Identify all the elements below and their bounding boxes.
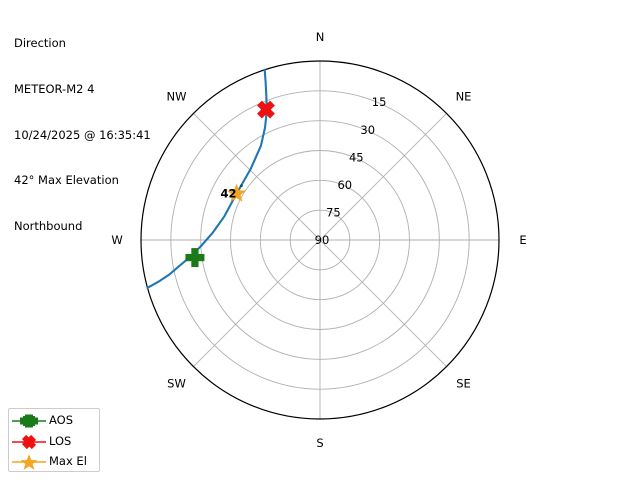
polar-spokes [141,61,499,419]
x-bar-b [257,100,275,119]
legend-item-los: LOS [9,431,101,452]
max-elevation-degree-symbol: ° [240,184,244,193]
marker-los [257,100,275,119]
compass-label-ne: NE [456,90,472,104]
title-line-direction: Direction [14,36,66,51]
star-marker-icon [9,452,49,472]
elevation-tick-label: 90 [315,233,330,247]
azimuth-grid-spoke [193,239,321,367]
legend-item-aos: AOS [9,410,101,431]
compass-direction-labels: N NE E SE S SW W NW [111,30,526,450]
legend-label-aos: AOS [49,412,74,427]
marker-aos [185,248,205,268]
azimuth-grid-spoke [319,239,447,367]
azimuth-grid-spoke [193,113,321,241]
compass-label-w: W [111,233,122,247]
pass-event-markers [185,100,275,268]
horizon-circle [140,60,500,420]
azimuth-grid-spoke [319,113,447,241]
elevation-tick-label: 75 [326,205,341,219]
satellite-track-line [146,68,268,289]
title-line-direction-of-travel: Northbound [14,218,83,233]
elevation-tick-label: 45 [349,150,364,164]
title-line-satellite: METEOR-M2 4 [14,82,95,97]
elevation-tick-labels: 15 30 45 60 75 90 [315,95,387,247]
marker-max-el [226,183,247,202]
elevation-tick-label: 60 [337,178,352,192]
compass-label-nw: NW [167,90,187,104]
plus-marker-icon [9,411,49,431]
compass-label-se: SE [456,377,471,391]
legend-label-los: LOS [49,433,72,448]
legend: AOS LOS Max El [8,408,100,472]
compass-label-sw: SW [167,377,186,391]
x-marker-icon [9,432,49,452]
elevation-tick-label: 15 [372,95,387,109]
compass-label-e: E [519,233,526,247]
elevation-tick-label: 30 [360,123,375,137]
plus-horizontal-bar [185,253,205,262]
plot-title-block: Direction METEOR-M2 4 10/24/2025 @ 16:35… [14,6,151,264]
title-line-timestamp: 10/24/2025 @ 16:35:41 [14,127,151,142]
x-cross-shape [257,100,275,119]
legend-item-max-el: Max El [9,451,101,472]
title-line-max-elevation: 42° Max Elevation [14,173,119,188]
compass-label-s: S [316,436,323,450]
compass-label-n: N [316,30,325,44]
legend-label-max-el: Max El [49,453,87,468]
star-shape [226,183,247,202]
max-elevation-annotation: 42 ° [221,184,244,201]
max-elevation-value: 42 [221,187,237,201]
